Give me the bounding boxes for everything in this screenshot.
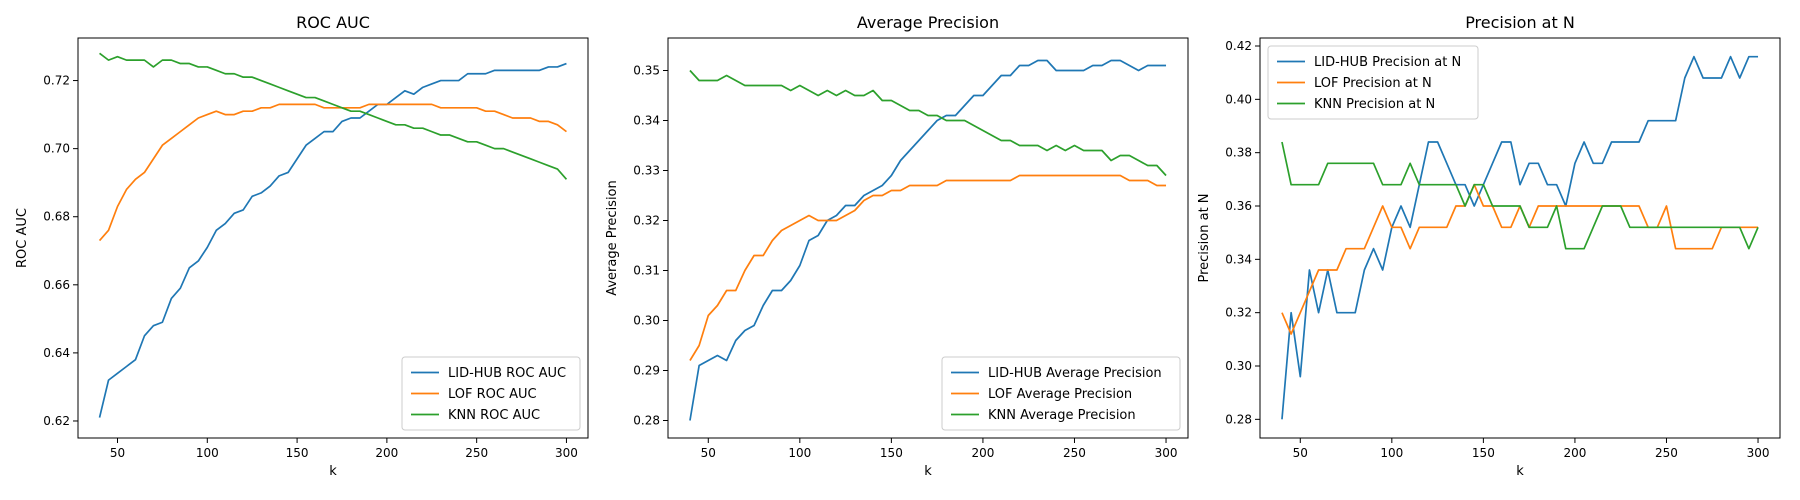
y-axis-label: Precision at N (1197, 193, 1212, 282)
series-line-1 (689, 59, 1167, 421)
x-tick-label: 300 (555, 446, 578, 460)
legend-box (941, 356, 1181, 431)
legend: LID-HUB ROC AUC LOF ROC AUC KNN ROC AUC (401, 356, 581, 431)
y-tick-label: 0.33 (633, 164, 660, 178)
x-tick-label: 50 (110, 446, 125, 460)
y-tick-label: 0.28 (1225, 412, 1252, 426)
x-tick-label: 100 (1380, 446, 1403, 460)
y-axis-label: Average Precision (605, 180, 620, 296)
y-tick-label: 0.40 (1225, 92, 1252, 106)
x-tick-label: 300 (1155, 446, 1178, 460)
x-tick-label: 100 (196, 446, 219, 460)
y-tick-label: 0.30 (1225, 359, 1252, 373)
x-axis-label: k (924, 464, 932, 479)
y-tick-label: 0.42 (1225, 39, 1252, 53)
y-tick-label: 0.32 (633, 214, 660, 228)
x-tick-label: 300 (1747, 446, 1770, 460)
chart-avg-precision: Average Precision 50 100 150 200 250 300 0.28 0.… (605, 13, 1189, 479)
chart-title: Average Precision (857, 13, 999, 32)
x-tick-label: 50 (701, 446, 716, 460)
y-tick-label: 0.72 (43, 74, 70, 88)
series-line-3 (99, 52, 568, 180)
series-line-1 (1281, 55, 1759, 420)
legend-entry: LOF Average Precision (988, 387, 1132, 402)
plot-frame (667, 37, 1189, 439)
y-tick-label: 0.62 (43, 414, 70, 428)
y-tick-label: 0.70 (43, 142, 70, 156)
series-line-3 (689, 69, 1167, 177)
series-line-3 (1281, 141, 1759, 250)
plot-frame (1259, 37, 1781, 439)
series-line-2 (98, 103, 567, 242)
y-tick-label: 0.31 (633, 264, 660, 278)
y-tick-label: 0.38 (1225, 146, 1252, 160)
y-tick-label: 0.32 (1225, 306, 1252, 320)
y-tick-label: 0.34 (633, 114, 660, 128)
x-tick-label: 150 (1472, 446, 1495, 460)
x-tick-label: 250 (465, 446, 488, 460)
plot-frame (77, 37, 589, 439)
y-tick-label: 0.36 (1225, 199, 1252, 213)
y-tick-label: 0.34 (1225, 252, 1252, 266)
x-axis-label: k (1516, 464, 1524, 479)
legend-box (401, 356, 581, 431)
y-tick-label: 0.30 (633, 314, 660, 328)
legend-entry: KNN Average Precision (988, 408, 1136, 423)
legend-entry: LID-HUB ROC AUC (448, 366, 566, 381)
legend-entry: LID-HUB Average Precision (988, 366, 1162, 381)
y-tick-label: 0.68 (43, 210, 70, 224)
y-tick-label: 0.66 (43, 278, 70, 292)
legend: LID-HUB Precision at N LOF Precision at N… (1267, 45, 1479, 120)
series-line-2 (689, 174, 1167, 361)
x-tick-label: 250 (1063, 446, 1086, 460)
y-tick-label: 0.29 (633, 364, 660, 378)
legend-box (1267, 45, 1479, 120)
y-tick-label: 0.28 (633, 414, 660, 428)
x-tick-label: 50 (1293, 446, 1308, 460)
y-axis-label: ROC AUC (15, 208, 30, 268)
x-tick-label: 250 (1655, 446, 1678, 460)
legend-entry: LOF ROC AUC (448, 387, 537, 402)
x-tick-label: 150 (286, 446, 309, 460)
legend-entry: KNN Precision at N (1314, 97, 1435, 112)
y-tick-label: 0.35 (633, 64, 660, 78)
x-axis-label: k (329, 464, 337, 479)
chart-precision-at-n: Precision at N 50 100 150 200 250 300 0.28 0.30 0… (1197, 13, 1781, 479)
y-tick-label: 0.64 (43, 346, 70, 360)
x-tick-label: 200 (1563, 446, 1586, 460)
x-tick-label: 150 (880, 446, 903, 460)
x-tick-label: 200 (375, 446, 398, 460)
legend-entry: KNN ROC AUC (448, 408, 540, 423)
x-tick-label: 200 (971, 446, 994, 460)
legend-entry: LOF Precision at N (1314, 76, 1432, 91)
chart-title: Precision at N (1465, 13, 1575, 32)
chart-roc-auc: ROC AUC 50 100 150 200 250 300 0.62 0.64 0.66 0.68… (15, 13, 589, 479)
legend: LID-HUB Average Precision LOF Average Pre… (941, 356, 1181, 431)
x-tick-label: 100 (788, 446, 811, 460)
chart-title: ROC AUC (296, 13, 370, 32)
series-line-1 (98, 62, 567, 418)
legend-entry: LID-HUB Precision at N (1314, 55, 1461, 70)
